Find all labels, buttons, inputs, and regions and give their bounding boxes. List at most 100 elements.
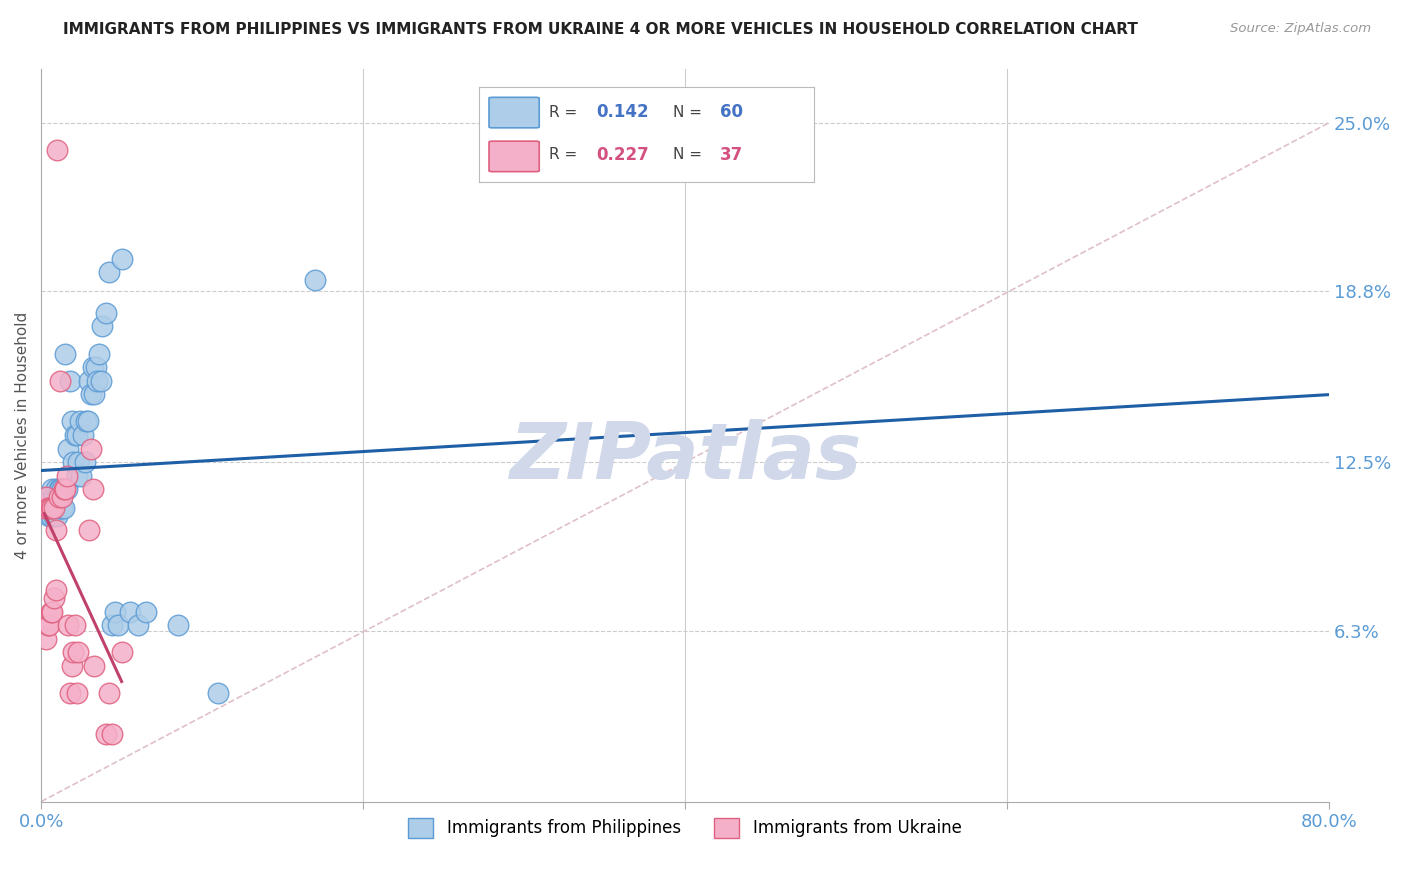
Point (37, 618, 59, 632)
Point (37, 491, 59, 505)
Point (52, 483, 75, 497)
Legend: Immigrants from Philippines, Immigrants from Ukraine: Immigrants from Philippines, Immigrants … (402, 811, 969, 845)
Point (35, 491, 58, 505)
Text: Source: ZipAtlas.com: Source: ZipAtlas.com (1230, 22, 1371, 36)
Point (101, 727, 124, 741)
Point (41, 501, 63, 516)
Point (79, 374, 101, 388)
Point (48, 483, 70, 497)
Point (59, 686, 82, 700)
Point (38, 501, 60, 516)
Point (46, 491, 69, 505)
Point (62, 455, 84, 469)
Point (42, 491, 65, 505)
Point (207, 686, 229, 700)
Point (79, 523, 101, 537)
Point (51, 483, 73, 497)
Point (67, 645, 90, 659)
Point (37, 501, 59, 516)
Point (49, 483, 72, 497)
Point (73, 455, 96, 469)
Point (70, 468, 93, 483)
Point (58, 618, 80, 632)
Point (65, 428, 87, 442)
Point (59, 374, 82, 388)
Point (82, 360, 104, 375)
Point (51, 501, 73, 516)
Point (101, 618, 124, 632)
Point (53, 346, 76, 360)
Point (75, 415, 97, 429)
Point (39, 491, 62, 505)
Point (94, 727, 117, 741)
Point (35, 496, 58, 510)
Point (42, 591, 65, 605)
Point (49, 374, 72, 388)
Point (46, 143, 69, 157)
Point (52, 501, 75, 516)
Point (56, 483, 79, 497)
Point (87, 346, 110, 360)
Point (60, 415, 83, 429)
Point (41, 501, 63, 516)
Point (45, 582, 67, 597)
Point (97, 265, 120, 279)
Point (84, 360, 107, 375)
Point (39, 501, 62, 516)
Point (37, 501, 59, 516)
Point (82, 483, 104, 497)
Point (76, 415, 98, 429)
Point (48, 501, 70, 516)
Point (38, 496, 60, 510)
Point (41, 605, 63, 619)
Point (97, 686, 120, 700)
Point (83, 658, 105, 673)
Text: ZIPatlas: ZIPatlas (509, 419, 860, 495)
Point (45, 483, 67, 497)
Point (63, 428, 86, 442)
Point (91, 319, 114, 334)
Point (39, 509, 62, 524)
Point (45, 523, 67, 537)
Point (80, 442, 103, 456)
Point (72, 428, 94, 442)
Point (90, 374, 112, 388)
Point (48, 491, 70, 505)
Point (41, 483, 63, 497)
Point (104, 605, 127, 619)
Point (34, 501, 56, 516)
Point (86, 374, 108, 388)
Point (62, 645, 84, 659)
Point (38, 618, 60, 632)
Point (69, 415, 91, 429)
Point (107, 618, 129, 632)
Point (42, 501, 65, 516)
Point (49, 501, 72, 516)
Point (65, 686, 87, 700)
Point (110, 252, 132, 266)
Point (94, 306, 117, 320)
Point (53, 483, 76, 497)
Point (67, 455, 90, 469)
Point (127, 618, 149, 632)
Point (135, 605, 157, 619)
Point (46, 509, 69, 524)
Point (58, 442, 80, 456)
Text: IMMIGRANTS FROM PHILIPPINES VS IMMIGRANTS FROM UKRAINE 4 OR MORE VEHICLES IN HOU: IMMIGRANTS FROM PHILIPPINES VS IMMIGRANT… (63, 22, 1137, 37)
Point (65, 468, 87, 483)
Point (51, 491, 73, 505)
Point (167, 618, 190, 632)
Point (42, 509, 65, 524)
Point (110, 645, 132, 659)
Point (118, 605, 141, 619)
Point (56, 468, 79, 483)
Point (63, 618, 86, 632)
Point (34, 501, 56, 516)
Point (83, 387, 105, 401)
Point (39, 605, 62, 619)
Point (45, 501, 67, 516)
Point (80, 387, 103, 401)
Point (38, 509, 60, 524)
Point (60, 658, 83, 673)
Point (304, 273, 326, 287)
